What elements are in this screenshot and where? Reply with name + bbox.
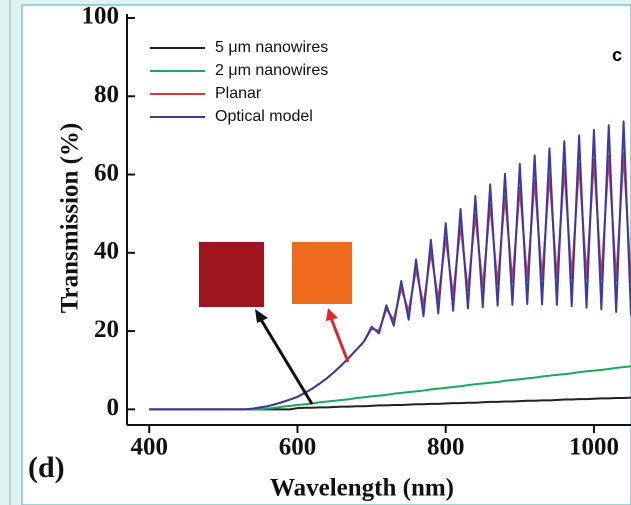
y-tick-label: 100 (82, 3, 120, 30)
legend-label: 2 μm nanowires (215, 62, 328, 79)
y-tick-label: 0 (107, 394, 120, 421)
plot: 0 20 40 60 80 100 400 600 800 1000 5 μm nanowires 2… (82, 3, 631, 461)
series-line (149, 120, 631, 411)
x-tick-label: 400 (130, 434, 168, 461)
x-axis-label: Wavelength (nm) (270, 475, 454, 502)
x-tick-label: 800 (427, 434, 465, 461)
y-tick-label: 40 (94, 238, 119, 265)
legend-label: Optical model (215, 108, 313, 125)
x-tick-label: 1000 (569, 434, 619, 461)
arrow (258, 317, 314, 405)
arrow (329, 317, 350, 363)
legend-label: 5 μm nanowires (215, 39, 328, 56)
series-line (201, 365, 631, 411)
arrow-head (326, 308, 338, 321)
y-tick-label: 20 (94, 316, 119, 343)
x-tick-label: 600 (279, 434, 317, 461)
legend-label: Planar (215, 85, 262, 102)
series-group (149, 120, 631, 411)
annotation: c (612, 45, 622, 65)
inset-swatch (292, 242, 352, 304)
y-tick-label: 80 (94, 81, 119, 108)
arrow-head (255, 309, 268, 323)
y-axis-label: Transmission (%) (57, 123, 84, 314)
y-tick-label: 60 (94, 159, 119, 186)
panel-label: (d) (28, 451, 65, 484)
inset-swatch (199, 242, 264, 307)
